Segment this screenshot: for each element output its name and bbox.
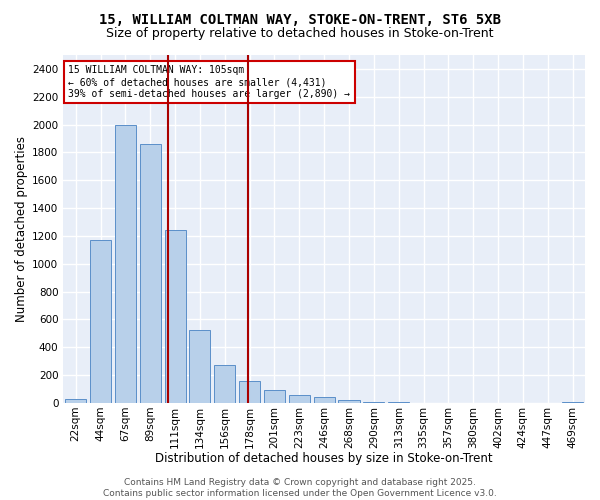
- Bar: [264, 390, 285, 403]
- Text: 15 WILLIAM COLTMAN WAY: 105sqm
← 60% of detached houses are smaller (4,431)
39% : 15 WILLIAM COLTMAN WAY: 105sqm ← 60% of …: [68, 66, 350, 98]
- Text: Size of property relative to detached houses in Stoke-on-Trent: Size of property relative to detached ho…: [106, 28, 494, 40]
- Y-axis label: Number of detached properties: Number of detached properties: [15, 136, 28, 322]
- Bar: [190, 330, 211, 403]
- Bar: [388, 402, 409, 403]
- Bar: [214, 364, 235, 403]
- Bar: [338, 400, 359, 403]
- Bar: [140, 144, 161, 403]
- Bar: [289, 396, 310, 403]
- Bar: [115, 124, 136, 403]
- X-axis label: Distribution of detached houses by size in Stoke-on-Trent: Distribution of detached houses by size …: [155, 452, 493, 465]
- Bar: [239, 382, 260, 403]
- Bar: [65, 399, 86, 403]
- Bar: [164, 230, 185, 403]
- Bar: [562, 402, 583, 403]
- Text: Contains HM Land Registry data © Crown copyright and database right 2025.
Contai: Contains HM Land Registry data © Crown c…: [103, 478, 497, 498]
- Bar: [363, 402, 385, 403]
- Bar: [314, 396, 335, 403]
- Text: 15, WILLIAM COLTMAN WAY, STOKE-ON-TRENT, ST6 5XB: 15, WILLIAM COLTMAN WAY, STOKE-ON-TRENT,…: [99, 12, 501, 26]
- Bar: [90, 240, 111, 403]
